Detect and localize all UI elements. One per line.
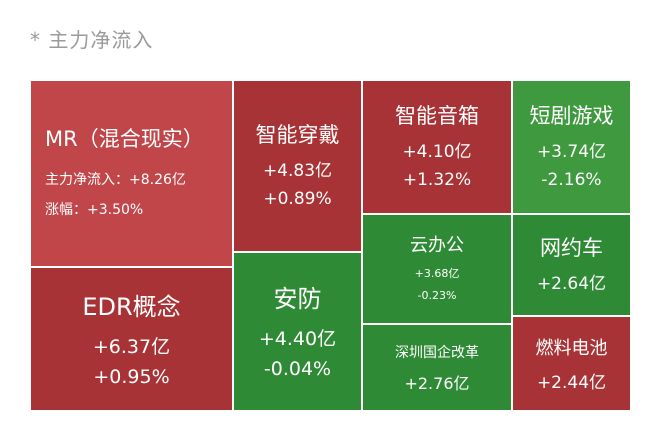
tile-shenzhen-soe[interactable]: 深圳国企改革 +2.76亿 [362,324,512,411]
tile-name: 智能穿戴 [255,123,340,147]
inflow-label: 主力净流入： [45,171,129,188]
tile-inflow: +2.64亿 [536,274,607,294]
tile-security[interactable]: 安防 +4.40亿 -0.04% [233,252,362,411]
tile-mr[interactable]: MR（混合现实） 主力净流入：+8.26亿 涨幅：+3.50% [30,80,233,267]
tile-inflow: +4.83亿 [262,161,333,181]
tile-name: 网约车 [540,236,603,260]
tile-cloud-office[interactable]: 云办公 +3.68亿 -0.23% [362,214,512,324]
tile-name: 安防 [273,285,322,313]
tile-short-drama-games[interactable]: 短剧游戏 +3.74亿 -2.16% [512,80,631,214]
tile-name: 智能音箱 [395,104,479,128]
tile-ride-hailing[interactable]: 网约车 +2.64亿 [512,214,631,316]
tile-inflow: +8.26亿 [129,171,186,188]
tile-inflow: +2.44亿 [536,373,607,393]
tile-inflow: +6.37亿 [92,335,171,358]
tile-name: EDR概念 [82,292,181,321]
tile-edr[interactable]: EDR概念 +6.37亿 +0.95% [30,267,233,411]
treemap-chart: MR（混合现实） 主力净流入：+8.26亿 涨幅：+3.50% EDR概念 +6… [30,80,631,411]
tile-inflow-line: 主力净流入：+8.26亿 [45,165,186,195]
change-label: 涨幅： [45,201,87,218]
tile-change: -0.04% [263,358,332,380]
tile-name: 燃料电池 [535,338,608,359]
tile-change: +0.89% [263,189,332,209]
tile-name: 云办公 [410,235,464,256]
tile-name: MR（混合现实） [45,126,204,151]
tile-name: 深圳国企改革 [395,344,479,361]
tile-inflow: +3.68亿 [414,267,460,280]
tile-inflow: +4.40亿 [258,328,337,350]
tile-smart-wear[interactable]: 智能穿戴 +4.83亿 +0.89% [233,80,362,252]
tile-change: -2.16% [541,170,602,190]
tile-name: 短剧游戏 [529,104,614,128]
tile-inflow: +3.74亿 [536,142,607,162]
tile-change: +3.50% [87,201,144,218]
tile-inflow: +2.76亿 [404,373,470,393]
tile-fuel-cell[interactable]: 燃料电池 +2.44亿 [512,316,631,411]
tile-inflow: +4.10亿 [402,142,472,162]
tile-change-line: 涨幅：+3.50% [45,195,143,225]
tile-change: +0.95% [93,365,170,388]
tile-change: +1.32% [402,170,472,190]
tile-change: -0.23% [417,289,457,302]
chart-caption: * 主力净流入 [30,28,154,52]
tile-smart-speaker[interactable]: 智能音箱 +4.10亿 +1.32% [362,80,512,214]
